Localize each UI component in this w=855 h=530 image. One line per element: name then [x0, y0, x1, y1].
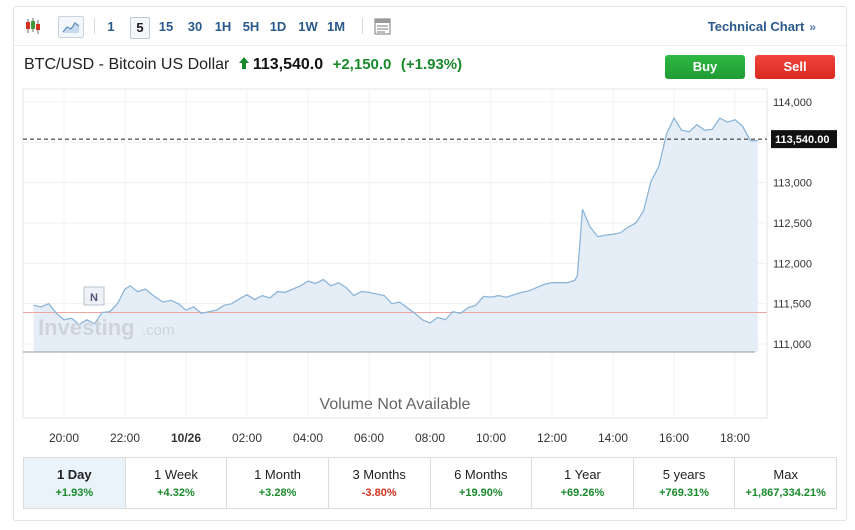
instrument-name: BTC/USD - Bitcoin US Dollar — [24, 56, 230, 74]
plot-frame — [22, 88, 768, 419]
volume-note: Volume Not Available — [320, 396, 471, 413]
technical-chart-link[interactable]: Technical Chart » — [708, 19, 816, 34]
x-tick-label: 16:00 — [659, 431, 689, 445]
x-tick-label: 22:00 — [110, 431, 140, 445]
price-line — [33, 116, 758, 326]
price-chart[interactable]: Investing .com N 114,000113,500113,00011… — [14, 87, 846, 457]
period-tab[interactable]: 6 Months +19.90% — [431, 458, 533, 508]
current-price-tag — [771, 130, 837, 149]
x-tick-label: 04:00 — [293, 431, 323, 445]
up-arrow-icon — [238, 56, 249, 74]
period-label: 1 Week — [154, 467, 198, 482]
chart-toolbar: 1 5 15 30 1H 5H 1D 1W 1M Technical Chart » — [14, 7, 846, 46]
period-label: 3 Months — [352, 467, 406, 482]
toolbar-divider — [362, 18, 363, 34]
timeframe-1h[interactable]: 1H — [214, 19, 232, 34]
y-tick-label: 113,000 — [773, 178, 812, 190]
toolbar-divider — [94, 18, 95, 34]
investing-watermark: Investing .com N — [38, 286, 175, 340]
price-change: +2,150.0 — [332, 56, 392, 74]
period-change: -3.80% — [361, 487, 397, 499]
period-change: +69.26% — [560, 487, 605, 499]
period-tab[interactable]: 3 Months -3.80% — [329, 458, 431, 508]
period-change: +769.31% — [659, 487, 709, 499]
data-table-icon[interactable] — [371, 16, 393, 36]
x-tick-label: 18:00 — [720, 431, 750, 445]
period-tab[interactable]: 1 Week +4.32% — [126, 458, 228, 508]
news-badge[interactable] — [83, 286, 105, 306]
timeframe-5[interactable]: 5 — [130, 17, 150, 39]
x-tick-label: 20:00 — [49, 431, 79, 445]
technical-chart-label: Technical Chart — [707, 19, 805, 34]
timeframe-15[interactable]: 15 — [158, 19, 174, 34]
instrument-header: BTC/USD - Bitcoin US Dollar 113,540.0 +2… — [24, 56, 462, 76]
sell-button[interactable]: Sell — [755, 55, 835, 79]
buy-button[interactable]: Buy — [665, 55, 745, 79]
period-tab[interactable]: Max +1,867,334.21% — [735, 458, 836, 508]
current-price-label: 113,540.00 — [775, 134, 829, 146]
period-change: +1.93% — [55, 487, 94, 499]
y-tick-label: 112,000 — [773, 258, 812, 270]
last-price: 113,540.0 — [252, 56, 324, 74]
price-change-percent: (+1.93%) — [400, 56, 463, 74]
period-tab[interactable]: 1 Day +1.93% — [24, 458, 126, 508]
timeframe-30[interactable]: 30 — [187, 19, 203, 34]
period-label: 5 years — [662, 467, 706, 482]
y-tick-label: 112,500 — [773, 218, 812, 230]
chart-widget: 1 5 15 30 1H 5H 1D 1W 1M Technical Chart » BTC/US… — [13, 6, 847, 521]
area-chart-icon[interactable] — [58, 16, 84, 38]
period-change: +1,867,334.21% — [745, 487, 826, 499]
y-tick-label: 111,000 — [773, 339, 811, 351]
period-tab[interactable]: 1 Year +69.26% — [532, 458, 634, 508]
watermark-suffix: .com — [142, 322, 175, 339]
x-tick-label: 10/26 — [171, 431, 201, 445]
candlestick-icon[interactable] — [22, 16, 44, 36]
performance-periods: 1 Day +1.93% 1 Week +4.32% 1 Month +3.28% 3 Mo… — [23, 457, 837, 509]
price-area-fill — [33, 118, 758, 352]
period-change: +4.32% — [157, 487, 195, 499]
x-axis: 20:00 22:00 10/26 02:00 04:00 06:00 08:00 10:00… — [49, 431, 750, 445]
timeframe-1[interactable]: 1 — [107, 19, 115, 34]
period-label: Max — [773, 467, 798, 482]
y-tick-label: 114,000 — [773, 97, 812, 109]
watermark-brand: Investing — [38, 315, 135, 340]
y-tick-label: 111,500 — [773, 299, 811, 311]
timeframe-5h[interactable]: 5H — [242, 19, 260, 34]
period-label: 6 Months — [454, 467, 508, 482]
x-tick-label: 14:00 — [598, 431, 628, 445]
timeframe-1w[interactable]: 1W — [298, 19, 318, 34]
news-badge-label: N — [90, 292, 98, 304]
period-tab[interactable]: 5 years +769.31% — [634, 458, 736, 508]
timeframe-1d[interactable]: 1D — [269, 19, 287, 34]
period-label: 1 Day — [56, 467, 92, 482]
period-tab[interactable]: 1 Month +3.28% — [227, 458, 329, 508]
x-tick-label: 02:00 — [232, 431, 262, 445]
x-tick-label: 08:00 — [415, 431, 445, 445]
timeframe-1m[interactable]: 1M — [326, 19, 346, 34]
period-label: 1 Month — [254, 467, 302, 482]
x-tick-label: 06:00 — [354, 431, 384, 445]
period-change: +19.90% — [458, 487, 503, 499]
double-chevron-right-icon: » — [809, 20, 816, 34]
period-change: +3.28% — [258, 487, 297, 499]
x-tick-label: 12:00 — [537, 431, 567, 445]
period-label: 1 Year — [564, 467, 601, 482]
x-tick-label: 10:00 — [476, 431, 506, 445]
